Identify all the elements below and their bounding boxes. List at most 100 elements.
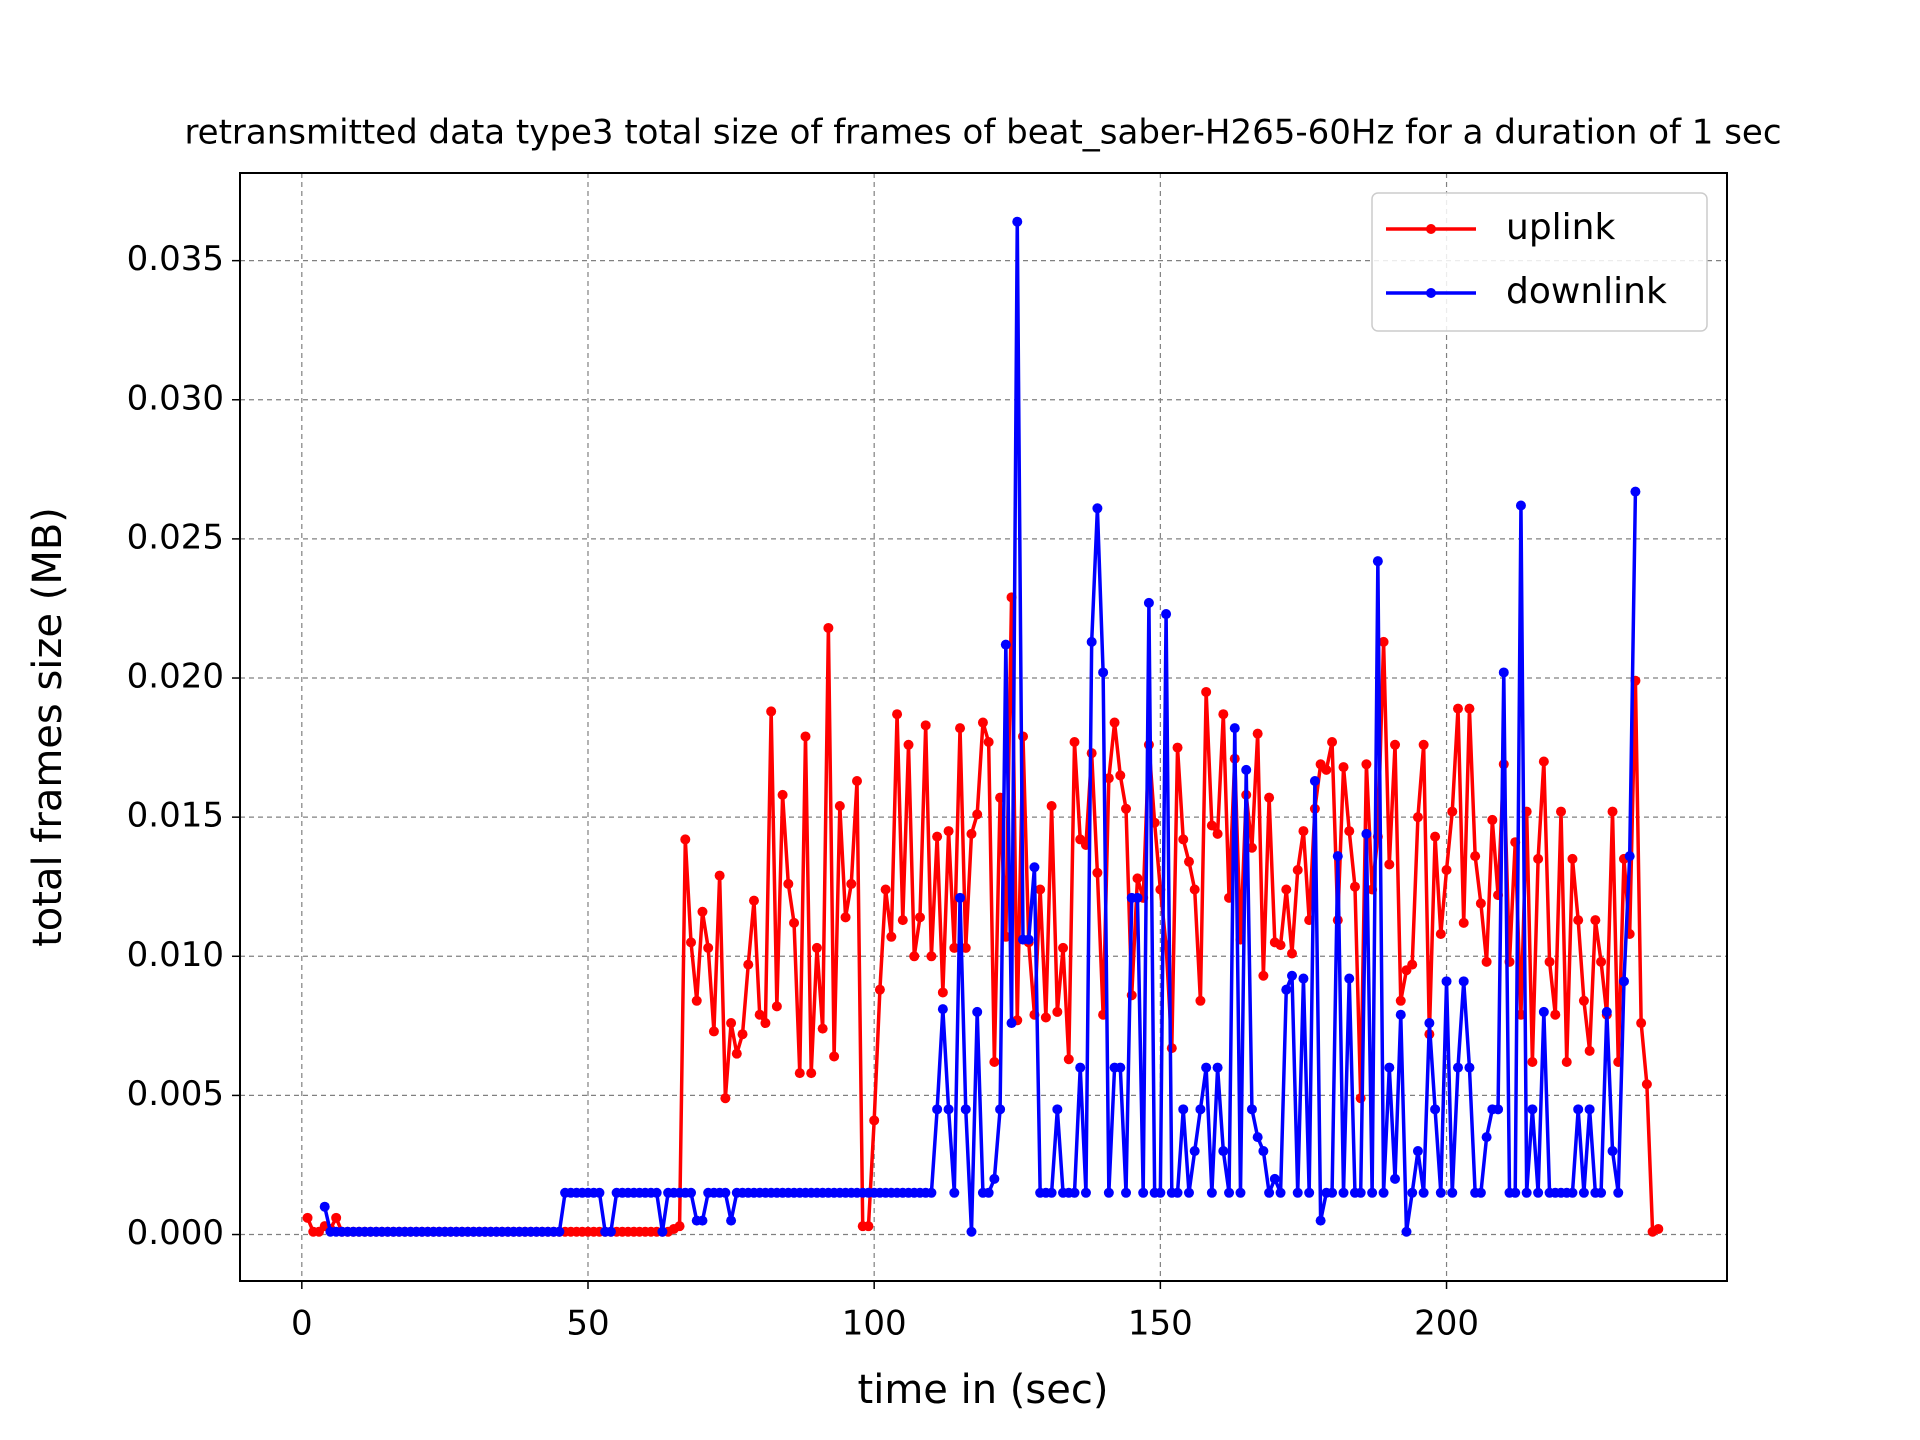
- x-tick-label: 50: [566, 1304, 609, 1344]
- data-point: [1384, 1062, 1395, 1073]
- data-point: [1636, 1018, 1647, 1029]
- data-point: [760, 1018, 771, 1029]
- data-point: [966, 1226, 977, 1237]
- data-point: [1218, 709, 1229, 720]
- data-point: [1264, 1187, 1275, 1198]
- data-point: [731, 1048, 742, 1059]
- data-point: [1378, 1187, 1389, 1198]
- data-point: [1458, 917, 1469, 928]
- data-point: [983, 737, 994, 748]
- data-point: [1298, 973, 1309, 984]
- data-point: [1601, 1006, 1612, 1017]
- data-point: [1109, 717, 1120, 728]
- data-point: [1367, 1187, 1378, 1198]
- data-point: [1344, 826, 1355, 837]
- data-point: [1281, 884, 1292, 895]
- data-point: [1189, 884, 1200, 895]
- data-point: [766, 706, 777, 717]
- data-point: [1464, 1062, 1475, 1073]
- data-point: [1224, 1187, 1235, 1198]
- data-point: [1361, 759, 1372, 770]
- data-point: [960, 942, 971, 953]
- data-point: [1441, 976, 1452, 987]
- data-point: [1567, 853, 1578, 864]
- data-point: [1315, 1215, 1326, 1226]
- data-point: [977, 717, 988, 728]
- data-point: [1069, 1187, 1080, 1198]
- y-tick-label: 0.005: [127, 1074, 224, 1114]
- data-point: [1607, 1146, 1618, 1157]
- data-point: [720, 1187, 731, 1198]
- data-point: [1618, 976, 1629, 987]
- data-point: [1407, 1187, 1418, 1198]
- data-point: [1201, 686, 1212, 697]
- data-point: [680, 834, 691, 845]
- data-point: [886, 931, 897, 942]
- data-point: [949, 1187, 960, 1198]
- data-point: [1218, 1146, 1229, 1157]
- data-point: [1401, 1226, 1412, 1237]
- data-point: [771, 1001, 782, 1012]
- data-point: [1498, 667, 1509, 678]
- data-point: [1624, 851, 1635, 862]
- data-point: [874, 984, 885, 995]
- data-point: [1052, 1104, 1063, 1115]
- data-point: [989, 1173, 1000, 1184]
- data-point: [1407, 959, 1418, 970]
- data-point: [651, 1187, 662, 1198]
- data-point: [331, 1212, 342, 1223]
- data-point: [1487, 814, 1498, 825]
- data-point: [1172, 1187, 1183, 1198]
- y-tick-label: 0.000: [127, 1213, 224, 1253]
- data-point: [1412, 1146, 1423, 1157]
- data-point: [937, 987, 948, 998]
- data-point: [892, 709, 903, 720]
- x-tick-label: 150: [1128, 1304, 1193, 1344]
- data-point: [594, 1187, 605, 1198]
- x-tick-label: 100: [842, 1304, 907, 1344]
- data-point: [1653, 1223, 1664, 1234]
- data-point: [1395, 995, 1406, 1006]
- data-point: [743, 959, 754, 970]
- data-point: [943, 826, 954, 837]
- data-point: [800, 731, 811, 742]
- x-axis-label: time in (sec): [858, 1367, 1109, 1413]
- data-point: [966, 828, 977, 839]
- data-point: [674, 1221, 685, 1232]
- data-point: [1252, 728, 1263, 739]
- data-point: [1264, 792, 1275, 803]
- data-point: [1630, 486, 1641, 497]
- data-point: [720, 1093, 731, 1104]
- data-point: [1596, 956, 1607, 967]
- data-point: [914, 912, 925, 923]
- data-point: [1201, 1062, 1212, 1073]
- x-tick-label: 200: [1414, 1304, 1479, 1344]
- y-tick-label: 0.020: [127, 657, 224, 697]
- data-point: [1138, 1187, 1149, 1198]
- data-point: [1641, 1079, 1652, 1090]
- data-point: [1178, 834, 1189, 845]
- data-point: [1418, 739, 1429, 750]
- y-tick-label: 0.015: [127, 796, 224, 836]
- data-point: [1281, 984, 1292, 995]
- data-point: [1098, 667, 1109, 678]
- data-point: [1035, 884, 1046, 895]
- data-point: [932, 831, 943, 842]
- data-point: [726, 1018, 737, 1029]
- data-point: [1252, 1132, 1263, 1143]
- data-point: [1430, 1104, 1441, 1115]
- data-point: [829, 1051, 840, 1062]
- data-point: [708, 1026, 719, 1037]
- data-point: [1287, 948, 1298, 959]
- y-tick-label: 0.030: [127, 378, 224, 418]
- data-point: [1584, 1045, 1595, 1056]
- data-point: [1258, 970, 1269, 981]
- data-point: [1006, 1018, 1017, 1029]
- data-point: [806, 1068, 817, 1079]
- data-point: [840, 912, 851, 923]
- data-point: [1515, 500, 1526, 511]
- data-point: [1046, 801, 1057, 812]
- data-point: [852, 775, 863, 786]
- data-point: [1527, 1104, 1538, 1115]
